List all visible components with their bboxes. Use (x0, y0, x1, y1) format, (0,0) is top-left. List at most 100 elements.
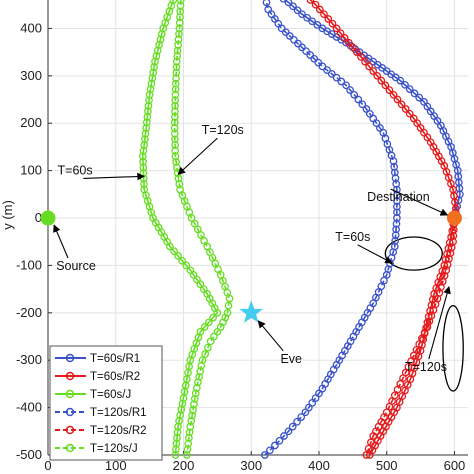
series-point (320, 10, 328, 19)
series-point (172, 158, 180, 166)
series-point (358, 100, 367, 109)
series-point (188, 411, 196, 420)
source-marker (40, 210, 56, 226)
series-point (198, 356, 207, 365)
annotation-arrow (357, 244, 393, 264)
series-point (171, 107, 179, 116)
series-point (153, 46, 162, 55)
ellipse-layer (384, 236, 464, 392)
y-tick-label: 100 (20, 163, 42, 178)
legend-label: T=120s/R1 (90, 407, 147, 419)
annotation-arrow (257, 320, 284, 352)
annotation-arrow (53, 224, 69, 259)
y-tick-label: -300 (16, 352, 42, 367)
series-point (144, 102, 153, 110)
series-point (306, 51, 315, 59)
series-point (149, 68, 158, 77)
series-point (310, 54, 319, 63)
y-tick-label: 300 (20, 68, 42, 83)
series-point (173, 46, 182, 55)
series-point (145, 90, 154, 99)
series-point (187, 214, 196, 222)
series-point (381, 81, 390, 90)
series-point (171, 85, 180, 94)
series-point (190, 395, 199, 403)
series-point (303, 13, 311, 22)
series-point (200, 323, 209, 331)
source-marker-label: Source (53, 224, 96, 273)
series-point (171, 135, 179, 144)
annotation-arrow (83, 172, 145, 181)
series-point (195, 372, 203, 381)
series-point (192, 384, 201, 392)
x-tick-label: 400 (308, 458, 330, 473)
series-point (281, 28, 290, 37)
series-point (284, 427, 293, 436)
series-point (178, 256, 186, 265)
series-point (174, 422, 182, 431)
legend-swatch-marker (65, 425, 75, 435)
annotation-text: T=120s (405, 360, 447, 374)
series-point (357, 53, 365, 61)
series-point (200, 236, 208, 245)
series-point (306, 0, 315, 4)
series-point (369, 432, 378, 440)
y-tick-label: -100 (16, 257, 42, 272)
series-point (405, 85, 414, 93)
series-point (392, 219, 401, 228)
series-point (336, 29, 345, 38)
series-point (397, 100, 406, 109)
series-point (170, 124, 179, 132)
series-point (166, 242, 174, 251)
eve-marker-label: Eve (257, 320, 302, 366)
annotation-text: Destination (367, 190, 430, 204)
annotation-t120-r: T=120s (405, 285, 451, 374)
series-point (294, 39, 302, 48)
series-point (172, 68, 181, 77)
series-point (172, 74, 180, 83)
legend-label: T=120s/J (90, 443, 138, 455)
series-point (279, 0, 288, 3)
series-point (209, 313, 217, 322)
series-point (172, 439, 181, 448)
series-point (391, 231, 400, 239)
legend-swatch-marker (65, 353, 75, 363)
x-tick-label: 600 (444, 458, 466, 473)
marker-layer (40, 210, 462, 323)
series-point (213, 308, 222, 317)
series-point (145, 96, 153, 105)
eve-marker (239, 300, 264, 323)
series-point (174, 35, 183, 44)
series-point (369, 67, 378, 75)
series-point (151, 57, 159, 66)
series-point (393, 185, 401, 194)
series-point (173, 428, 182, 437)
series-point (171, 79, 180, 88)
y-axis-label: y (m) (0, 200, 15, 230)
series-point (174, 174, 183, 183)
axes: 0 100 200 300 400 500 600 -500 -400 -300 -200 -100 0… (16, 0, 468, 473)
legend-label: T=60s/J (90, 389, 131, 401)
series-point (197, 231, 205, 239)
y-tick-label: -500 (16, 447, 42, 462)
series-point (173, 52, 182, 60)
series-point (174, 252, 182, 260)
legend-entry: T=60s/R1 (55, 353, 140, 365)
series-point (185, 428, 194, 437)
series-point (266, 446, 274, 455)
series-point (139, 158, 147, 166)
series-point (301, 408, 310, 417)
series-point (415, 93, 424, 102)
series-point (143, 113, 152, 121)
series-point (290, 35, 298, 44)
legend-swatch-marker (65, 443, 75, 453)
series-point (260, 451, 269, 459)
series-point (175, 180, 184, 188)
series-point (205, 318, 213, 327)
series-point (354, 95, 363, 104)
series-point (323, 66, 331, 74)
series-point (175, 24, 184, 33)
series-point (172, 445, 180, 454)
series-point (171, 96, 180, 105)
